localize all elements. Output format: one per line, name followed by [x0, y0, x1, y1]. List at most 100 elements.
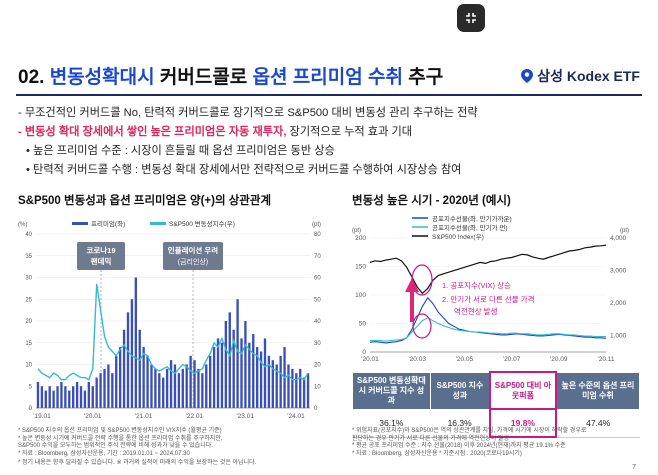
bullet-line-2-rest: 장기적으로 누적 효과 기대	[286, 126, 413, 138]
premium-bar	[224, 321, 228, 408]
premium-bar	[263, 338, 267, 408]
legend-line-swatch	[150, 222, 166, 225]
premium-bar	[99, 373, 102, 408]
x-tick-label: '24.01	[287, 413, 305, 420]
premium-bar	[95, 377, 98, 408]
location-pin-icon	[521, 69, 534, 83]
premium-bar	[279, 355, 282, 408]
premium-bar	[193, 360, 196, 408]
right-tick-label: 0	[314, 406, 318, 412]
premium-bar	[306, 373, 310, 408]
table-cell: 16.3%	[430, 409, 491, 438]
premium-bar	[220, 342, 224, 408]
title-divider	[16, 94, 642, 96]
annotation-inflation-line2: (금리인상)	[178, 257, 208, 266]
legend-bar-label: 프리미엄(좌)	[91, 219, 125, 228]
footnote: * 자료 : Bloomberg, 삼성자산운용, 기간 : 2019.01.0…	[18, 450, 190, 457]
right-chart: 공포지수선물(좌, 만기가까운) 공포지수선물(좌, 만기가 먼) S&P500…	[352, 214, 629, 363]
premium-bar	[56, 386, 59, 408]
premium-bar	[122, 329, 126, 408]
premium-bar	[201, 373, 204, 408]
premium-bar	[111, 373, 114, 408]
left-axis-unit: (%)	[18, 222, 27, 228]
premium-bar	[216, 338, 220, 408]
right-chart-right-unit: (pt)	[620, 228, 629, 234]
footnote: * 정기 내용은 향후 달라질 수 있습니다. ※ 과거의 실적이 미래의 수익…	[18, 460, 257, 466]
table-header: S&P500 지수 성과	[429, 371, 491, 410]
x-tick-label: '20.01	[361, 356, 379, 363]
premium-bar	[275, 364, 278, 408]
x-tick-label: '20.07	[503, 356, 521, 363]
table-cell-highlight: 19.8%	[489, 409, 557, 438]
premium-bar	[154, 368, 157, 408]
title-mid: 커버드콜로	[154, 67, 253, 88]
premium-bar	[181, 368, 184, 408]
title-highlight-2: 옵션 프리미엄 수취	[252, 67, 403, 88]
table-cell: 47.4%	[555, 409, 640, 438]
right-tick-label: 70	[314, 254, 321, 260]
brand-name: 삼성 Kodex ETF	[537, 68, 640, 84]
table-row: 36.1% 16.3% 19.8% 47.4%	[352, 409, 640, 438]
left-tick-label: 15	[25, 341, 32, 347]
x-tick-label: '20.09	[550, 356, 568, 363]
premium-bar	[36, 381, 40, 408]
premium-bar	[134, 277, 137, 408]
exit-fullscreen-icon	[466, 13, 476, 23]
x-tick-label: '21.01	[135, 413, 153, 420]
legend1-label: 공포지수선물(좌, 만기가까운)	[432, 214, 512, 223]
slide-title: 02. 변동성확대시 커버드콜로 옵션 프리미엄 수취 추구	[18, 62, 443, 89]
x-tick-label: '20.11	[597, 356, 614, 363]
right-tick-label: 30	[314, 341, 321, 347]
premium-bar	[232, 329, 235, 408]
premium-bar	[146, 355, 149, 408]
premium-bar	[259, 351, 263, 408]
premium-bar	[287, 364, 290, 408]
right-tick-label: 3,000	[610, 268, 627, 275]
annotation-inflation-box	[163, 242, 223, 270]
premium-bar	[158, 373, 161, 408]
left-tick-label: 40	[25, 232, 32, 238]
exit-fullscreen-button[interactable]	[457, 4, 485, 32]
x-tick-label: '22.01	[186, 413, 204, 420]
legend3-label: S&P500 Index(우)	[432, 233, 484, 241]
premium-bar	[267, 355, 271, 408]
x-tick-label: '20.03	[408, 356, 426, 363]
right-tick-label: 1,000	[610, 333, 627, 340]
right-tick-label: 50	[314, 297, 321, 303]
slide-header: 02. 변동성확대시 커버드콜로 옵션 프리미엄 수취 추구 삼성 Kodex …	[18, 62, 640, 92]
footnote: * 높은 변동성 시기에 커버드콜 전략 수행을 통한 옵션 프리미엄 수취를 …	[18, 435, 223, 442]
footnote: S&P500 수익을 모두하는 범위적인 주식 전략에 비해 성과가 낮을 수 …	[18, 443, 213, 449]
premium-bar	[299, 368, 302, 408]
footnote: * 평균 공포 프리미엄 수준 : 지수 선물(2018) 이후 2024년(현…	[352, 443, 566, 449]
page-number: 7	[632, 464, 636, 471]
premium-bar	[103, 368, 106, 408]
right-tick-label: 2,000	[610, 300, 627, 307]
premium-bar	[142, 347, 145, 408]
premium-bar	[115, 355, 118, 408]
sp500-line	[369, 244, 607, 295]
x-tick-label: '19.01	[33, 413, 51, 420]
bullet-line-2-emphasis: - 변동성 확대 장세에서 쌓인 높은 프리미엄은 자동 재투자,	[18, 126, 287, 138]
table-cell: 36.1%	[352, 409, 431, 438]
premium-bar	[64, 386, 67, 408]
premium-bar	[252, 334, 255, 408]
vix-near-line	[369, 296, 607, 344]
table-header-row: S&P500 변동성확대시 커버드콜 지수 성과 S&P500 지수 성과 S&…	[352, 371, 640, 410]
left-tick-label: 150	[355, 264, 366, 271]
table-header-highlight: S&P500 대비 아웃퍼폼	[489, 371, 557, 410]
bullet-line-1: - 무조건적인 커버드콜 No, 탄력적 커버드콜로 장기적으로 S&P500 …	[18, 107, 478, 119]
bullet-line-3: • 높은 프리미엄 수준 : 시장이 흔들릴 때 옵션 프리미엄은 동반 상승	[26, 145, 335, 157]
x-tick-label: '20.05	[456, 356, 474, 363]
x-tick-label: '20.01	[84, 413, 102, 420]
premium-bar	[212, 347, 216, 408]
left-tick-label: 10	[25, 363, 32, 369]
right-tick-label: 10	[314, 384, 321, 390]
note-vix-rise: 1. 공포지수(VIX) 상승	[442, 280, 511, 290]
title-suffix: 추구	[402, 67, 444, 88]
premium-bar	[130, 299, 134, 408]
left-chart-title: S&P500 변동성과 옵션 프리미엄은 양(+)의 상관관계	[18, 195, 272, 207]
right-tick-label: 60	[314, 276, 321, 282]
premium-bar	[302, 377, 306, 408]
premium-bar	[162, 377, 165, 408]
premium-bar	[44, 390, 47, 408]
